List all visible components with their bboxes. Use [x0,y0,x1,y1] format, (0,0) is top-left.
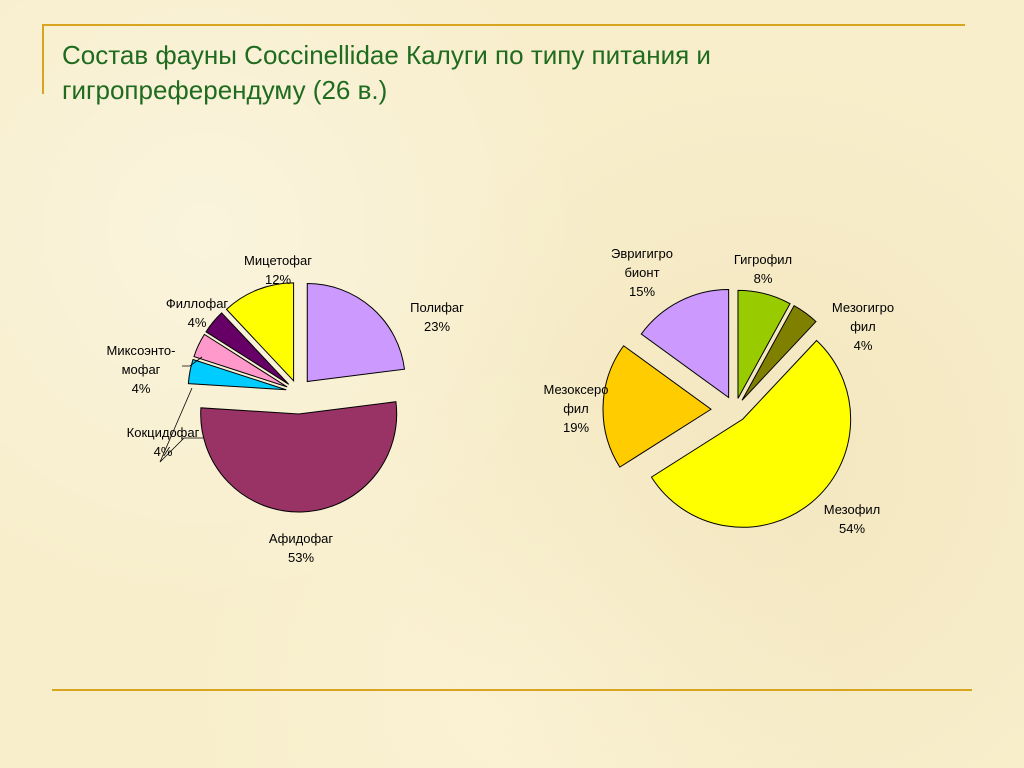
left-rule [42,24,44,94]
slice-label-мезогигрофил: Мезогигро фил 4% [832,300,894,353]
slice-label-афидофаг: Афидофаг 53% [269,531,334,565]
slice-label-полифаг: Полифаг 23% [410,300,464,334]
pie-slice-эвригигробионт [640,289,730,399]
pie-slice-афидофаг [200,401,398,513]
slice-label-кокцидофаг: Кокцидофаг 4% [127,425,200,459]
pie-slice-мезоксерофил [602,345,712,468]
label-leader-line [182,356,203,367]
pie-slice-миксоэнто-мофаг [193,333,288,388]
pie-slice-мезофил [650,339,852,528]
pie-slice-мезогигрофил [741,304,817,401]
pie-slice-мицетофаг [225,282,295,383]
slice-label-эвригигробионт: Эвригигро бионт 15% [611,246,673,299]
pie-chart-humidity-preference: Гигрофил 8% Мезогигро фил 4% Мезофил 54% Мезокс… [544,246,895,536]
slice-label-миксоэнто-мофаг: Миксоэнто-мофаг 4% [107,343,176,396]
pie-slice-филлофаг [205,312,290,385]
slice-label-филлофаг: Филлофаг 4% [166,296,229,330]
slice-label-мезоксерофил: Мезоксеро фил 19% [544,382,609,435]
label-leader-line [159,387,203,463]
slice-label-гигрофил: Гигрофил 8% [734,252,792,286]
top-rule [42,24,965,26]
slice-label-мезофил: Мезофил 54% [824,502,881,536]
pie-slice-кокцидофаг [187,358,287,391]
pie-slice-гигрофил [737,289,791,399]
bottom-rule [52,689,972,691]
slide-title: Состав фауны Coccinellidae Калуги по тип… [62,40,711,105]
pie-chart-feeding-type: Полифаг 23% Афидофаг 53% Кокцидофаг 4% Миксоэн… [107,253,465,565]
pie-slice-полифаг [306,282,406,383]
slice-label-мицетофаг: Мицетофаг 12% [244,253,312,287]
